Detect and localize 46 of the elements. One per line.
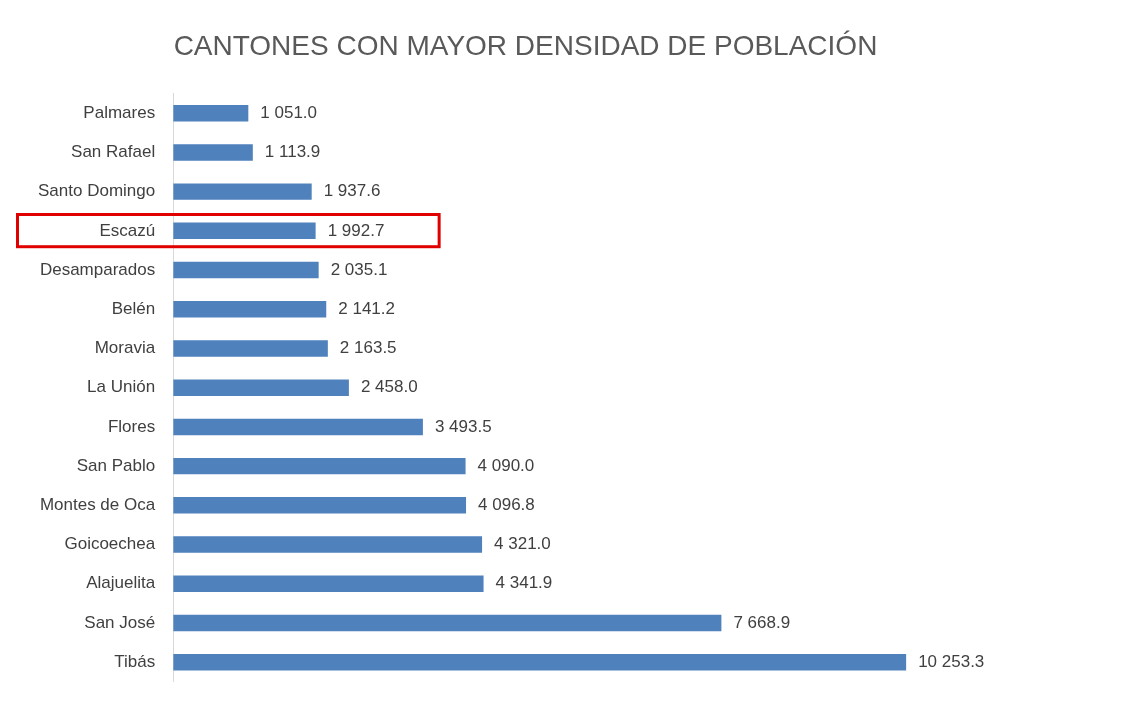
y-tick-label: Alajuelita [86, 573, 156, 593]
data-label: 1 937.6 [323, 181, 381, 201]
data-label: 1 051.0 [260, 102, 318, 122]
y-tick-label: San Rafael [71, 142, 156, 162]
y-tick-label: San José [84, 612, 156, 632]
data-label: 4 096.8 [478, 495, 535, 515]
bar [173, 497, 467, 514]
y-tick-label: Escazú [99, 220, 156, 240]
data-label: 10 253.3 [918, 651, 985, 671]
bar [173, 653, 907, 671]
y-tick-label: Moravia [94, 338, 156, 358]
bar [173, 575, 484, 592]
bar [173, 104, 249, 122]
data-label: 4 090.0 [477, 455, 535, 475]
y-tick-label: La Unión [87, 377, 156, 397]
y-tick-label: Goicoechea [64, 534, 156, 554]
data-label: 2 035.1 [330, 259, 388, 279]
chart-title: CANTONES CON MAYOR DENSIDAD DE POBLACIÓN [173, 29, 878, 61]
data-label: 4 341.9 [495, 573, 553, 593]
bar [173, 457, 466, 475]
bar [173, 261, 319, 279]
bar [173, 418, 423, 436]
data-label: 3 493.5 [434, 416, 492, 436]
bar [173, 183, 312, 200]
bar [173, 340, 328, 357]
data-label: 7 668.9 [733, 612, 791, 632]
y-tick-label: Flores [107, 416, 156, 436]
y-tick-label: Tibás [114, 651, 156, 671]
data-label: 2 163.5 [339, 338, 397, 358]
data-label: 2 458.0 [360, 377, 418, 397]
bar [173, 536, 483, 553]
y-tick-label: Desamparados [39, 259, 156, 279]
data-label: 1 113.9 [264, 142, 321, 162]
y-tick-label: Palmares [83, 102, 156, 122]
y-tick-label: Montes de Oca [39, 495, 156, 515]
data-label: 1 992.7 [327, 220, 385, 240]
y-tick-label: San Pablo [76, 455, 156, 475]
bar [173, 222, 316, 240]
bar [173, 301, 327, 318]
data-label: 2 141.2 [338, 298, 395, 318]
bar [173, 379, 349, 396]
y-tick-label: Santo Domingo [37, 181, 156, 201]
bar [173, 144, 253, 161]
bar [173, 614, 722, 632]
data-label: 4 321.0 [494, 534, 551, 554]
y-tick-label: Belén [111, 298, 156, 318]
